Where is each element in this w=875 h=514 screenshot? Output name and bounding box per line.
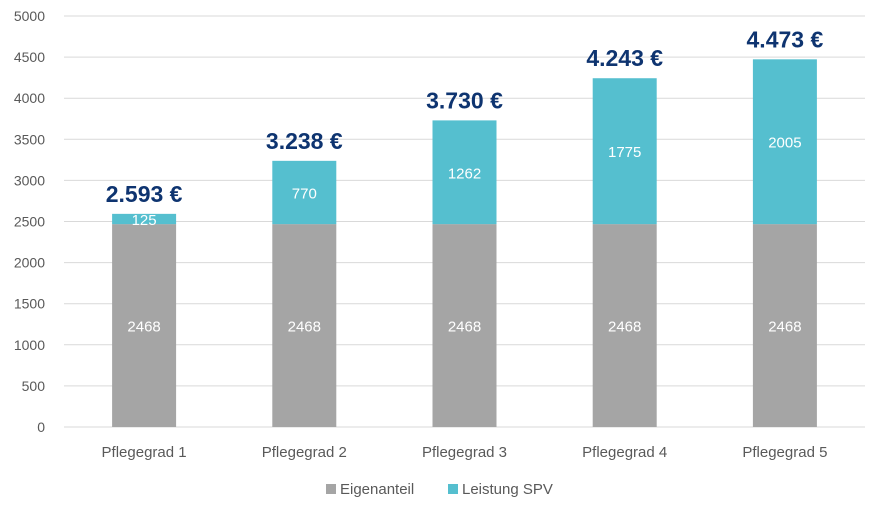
total-label: 3.730 € — [426, 87, 503, 113]
y-tick-label: 1500 — [14, 296, 45, 312]
bar-eigenanteil — [752, 224, 817, 427]
y-tick-label: 2500 — [14, 214, 45, 230]
y-tick-label: 5000 — [14, 8, 45, 24]
y-tick-label: 2000 — [14, 255, 45, 271]
bar-leistung-spv — [592, 78, 657, 225]
bar-leistung-spv — [272, 160, 337, 225]
y-tick-label: 1000 — [14, 337, 45, 353]
y-tick-label: 4000 — [14, 90, 45, 106]
bar-leistung-spv — [432, 120, 497, 225]
total-label: 4.473 € — [747, 26, 824, 52]
y-tick-label: 3000 — [14, 172, 45, 188]
x-tick-label: Pflegegrad 1 — [102, 444, 187, 461]
bar-eigenanteil — [592, 224, 657, 427]
data-label: 2468 — [608, 319, 641, 336]
data-label: 1262 — [448, 165, 481, 182]
data-label: 2468 — [768, 319, 801, 336]
y-tick-label: 4500 — [14, 49, 45, 65]
data-label: 2005 — [768, 135, 801, 152]
bar-eigenanteil — [112, 224, 177, 427]
legend-label: Leistung SPV — [462, 481, 553, 498]
legend-swatch — [448, 484, 458, 494]
bar-leistung-spv — [752, 59, 817, 225]
data-label: 1775 — [608, 144, 641, 161]
bar-eigenanteil — [272, 224, 337, 427]
y-tick-label: 3500 — [14, 131, 45, 147]
data-label: 2468 — [288, 319, 321, 336]
data-label: 770 — [292, 185, 317, 202]
legend-swatch — [326, 484, 336, 494]
x-tick-label: Pflegegrad 5 — [742, 444, 827, 461]
bar-leistung-spv — [112, 213, 177, 225]
x-tick-label: Pflegegrad 3 — [422, 444, 507, 461]
legend-label: Eigenanteil — [340, 481, 414, 498]
total-label: 4.243 € — [586, 45, 663, 71]
x-tick-label: Pflegegrad 4 — [582, 444, 667, 461]
y-tick-label: 0 — [37, 419, 45, 435]
x-tick-label: Pflegegrad 2 — [262, 444, 347, 461]
total-label: 3.238 € — [266, 128, 343, 154]
total-label: 2.593 € — [106, 181, 183, 207]
data-label: 125 — [132, 212, 157, 229]
bar-eigenanteil — [432, 224, 497, 427]
data-label: 2468 — [448, 319, 481, 336]
data-label: 2468 — [127, 319, 160, 336]
y-tick-label: 500 — [22, 378, 46, 394]
